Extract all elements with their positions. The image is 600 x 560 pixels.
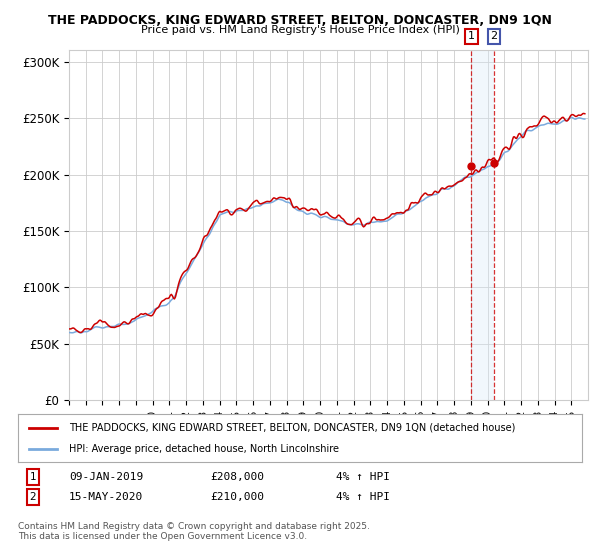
Text: 1: 1 bbox=[468, 31, 475, 41]
Text: Price paid vs. HM Land Registry's House Price Index (HPI): Price paid vs. HM Land Registry's House … bbox=[140, 25, 460, 35]
Bar bbox=[472, 50, 494, 400]
Text: 1: 1 bbox=[29, 472, 37, 482]
Text: Contains HM Land Registry data © Crown copyright and database right 2025.
This d: Contains HM Land Registry data © Crown c… bbox=[18, 522, 370, 542]
Text: HPI: Average price, detached house, North Lincolnshire: HPI: Average price, detached house, Nort… bbox=[69, 444, 339, 454]
Text: 09-JAN-2019: 09-JAN-2019 bbox=[69, 472, 143, 482]
Text: 2: 2 bbox=[29, 492, 37, 502]
Text: £210,000: £210,000 bbox=[210, 492, 264, 502]
Text: THE PADDOCKS, KING EDWARD STREET, BELTON, DONCASTER, DN9 1QN: THE PADDOCKS, KING EDWARD STREET, BELTON… bbox=[48, 14, 552, 27]
Text: 2: 2 bbox=[490, 31, 497, 41]
Text: 4% ↑ HPI: 4% ↑ HPI bbox=[336, 472, 390, 482]
Text: £208,000: £208,000 bbox=[210, 472, 264, 482]
Text: 4% ↑ HPI: 4% ↑ HPI bbox=[336, 492, 390, 502]
Text: THE PADDOCKS, KING EDWARD STREET, BELTON, DONCASTER, DN9 1QN (detached house): THE PADDOCKS, KING EDWARD STREET, BELTON… bbox=[69, 423, 515, 433]
Text: 15-MAY-2020: 15-MAY-2020 bbox=[69, 492, 143, 502]
